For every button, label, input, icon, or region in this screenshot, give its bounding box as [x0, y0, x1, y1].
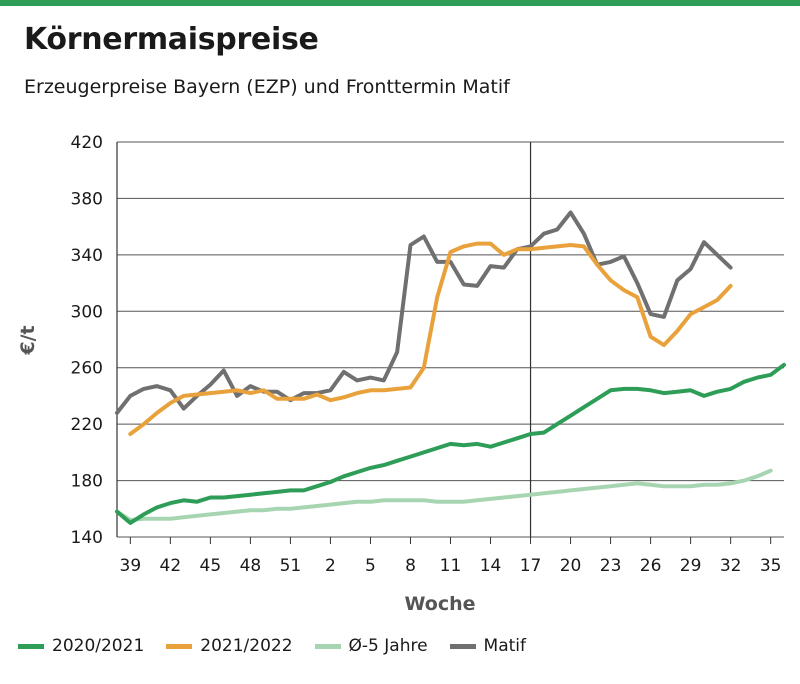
- series-layer: [115, 210, 786, 525]
- y-tick-label: 340: [71, 246, 103, 266]
- legend-label: Matif: [483, 636, 527, 656]
- x-tick-label: 45: [200, 556, 222, 576]
- x-tick-label: 23: [600, 556, 622, 576]
- y-tick-label: 380: [71, 189, 103, 209]
- x-tick-label: 32: [720, 556, 742, 576]
- legend-swatch: [314, 643, 341, 649]
- legend-label: Ø-5 Jahre: [348, 636, 428, 656]
- x-tick-label: 11: [440, 556, 462, 576]
- x-tick-labels: 39 42 45 48 51 2 5 8 11 14 17 20 23 26 29 32 35: [120, 556, 782, 576]
- legend-item-matif: Matif: [449, 636, 527, 656]
- x-tick-label: 5: [365, 556, 376, 576]
- x-tick-label: 48: [240, 556, 262, 576]
- x-tick-label: 42: [160, 556, 182, 576]
- y-tick-label: 220: [71, 415, 103, 435]
- x-tick-label: 2: [325, 556, 336, 576]
- y-tick-labels: 140 180 220 260 300 340 380 420: [71, 133, 103, 548]
- x-tick-label: 20: [560, 556, 582, 576]
- top-accent-rule: [0, 0, 800, 6]
- series-line-2021-2022: [128, 241, 733, 436]
- legend-swatch: [449, 643, 476, 649]
- x-tick-label: 35: [760, 556, 782, 576]
- legend-label: 2021/2022: [200, 636, 293, 656]
- legend-item-2020-2021: 2020/2021: [18, 636, 144, 656]
- legend-swatch: [166, 643, 193, 649]
- legend-swatch: [18, 643, 44, 649]
- x-tick-label: 17: [520, 556, 542, 576]
- series-line-5-jahre: [115, 468, 773, 523]
- series-line-matif: [115, 210, 733, 415]
- axes: [116, 142, 772, 544]
- chart-subtitle: Erzeugerpreise Bayern (EZP) und Frontter…: [24, 76, 510, 98]
- legend-item-5-year-average: Ø-5 Jahre: [314, 636, 428, 656]
- legend-item-2021-2022: 2021/2022: [166, 636, 293, 656]
- y-tick-label: 180: [71, 472, 103, 492]
- y-tick-label: 420: [71, 133, 103, 153]
- y-tick-label: 140: [71, 528, 103, 548]
- x-tick-label: 39: [120, 556, 142, 576]
- legend-label: 2020/2021: [52, 636, 145, 656]
- x-tick-label: 29: [680, 556, 702, 576]
- series-line-2020-2021: [115, 362, 786, 525]
- grid-lines: [117, 141, 784, 538]
- x-tick-label: 8: [405, 556, 416, 576]
- x-tick-label: 14: [480, 556, 502, 576]
- x-tick-label: 26: [640, 556, 662, 576]
- legend: 2020/2021 2021/2022 Ø-5 Jahre Matif: [18, 636, 548, 656]
- chart-title: Körnermaispreise: [24, 22, 319, 57]
- y-axis-title: €/t: [17, 325, 39, 355]
- x-axis-title: Woche: [404, 593, 475, 615]
- x-tick-label: 51: [280, 556, 302, 576]
- y-tick-label: 300: [71, 302, 103, 322]
- y-tick-label: 260: [71, 359, 103, 379]
